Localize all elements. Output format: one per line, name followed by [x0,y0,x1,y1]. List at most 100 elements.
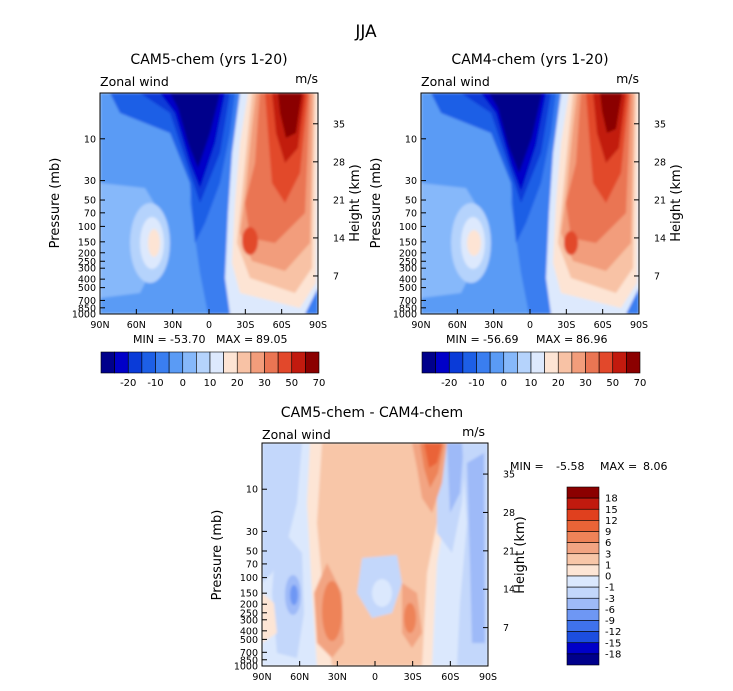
colorbar-label: -9 [605,616,615,627]
x-axis: 90N 60N 30N 0 30S 60S 90S [411,309,648,331]
colorbar-swatch [141,351,156,374]
contour-field [421,93,639,314]
y-tick-label: 250 [399,257,417,268]
x-tick-label: 0 [527,320,533,331]
colorbar-label: 0 [501,378,507,389]
y-tick-label: 10 [405,134,417,145]
x-tick-label: 90S [309,320,327,331]
units-label: m/s [462,424,485,439]
y-tick-label: 10 [84,134,96,145]
y-tick-label: 1000 [72,310,96,321]
y-tick-label: 70 [246,559,258,570]
y-tick-label: 400 [78,275,96,286]
y-tick-label: 70 [84,208,96,219]
max-label: MAX = [216,333,253,346]
colorbar-swatch [598,351,614,374]
colorbar-label: 1 [605,560,611,571]
max-label: MAX = [600,460,637,473]
colorbar-swatch [114,351,129,374]
y-tick-label: 400 [399,275,417,286]
colorbar-swatch [566,609,600,621]
y-tick-label: 850 [78,303,96,314]
y-tick-label: 70 [405,208,417,219]
colorbar-label: 30 [258,378,271,389]
colorbar-swatch [421,351,436,374]
colorbar-swatch [566,531,600,543]
colorbar-swatch [264,351,279,374]
colorbar-swatch [566,575,600,588]
y-tick-label: 10 [246,485,258,496]
y-tick-label: 500 [399,283,417,294]
colorbar-swatch [566,597,600,610]
y-right-tick-label: 14 [333,233,345,244]
y-axis-label: Pressure (mb) [210,510,225,601]
min-value: -5.58 [556,460,584,473]
colorbar-label: 30 [579,378,592,389]
colorbar-label: 3 [605,549,611,560]
y-tick-label: 150 [78,237,96,248]
y-tick-label: 300 [399,264,417,275]
colorbar-swatch [544,351,559,374]
x-tick-label: 30S [557,320,575,331]
variable-label: Zonal wind [100,74,169,89]
y-tick-label: 150 [240,589,258,600]
min-label: MIN = [510,460,544,473]
y-tick-label: 30 [246,527,258,538]
colorbar-label: 0 [605,572,611,583]
y-right-tick-label: 28 [333,157,345,168]
y-tick-label: 200 [399,248,417,259]
y-tick-label: 1000 [234,662,258,673]
colorbar-swatch [236,351,252,374]
colorbar-label: -10 [468,378,484,389]
colorbar-swatch [305,351,320,374]
colorbar-label: -3 [605,594,615,605]
colorbar-label: -1 [605,583,615,594]
colorbar-swatch [503,351,518,374]
max-value: 89.05 [256,333,288,346]
colorbar-label: 12 [605,516,618,527]
x-tick-label: 90N [252,672,271,683]
y-tick-label: 100 [240,573,258,584]
colorbar-label: 18 [605,494,618,505]
colorbar-swatch [100,351,115,374]
units-label: m/s [616,71,639,86]
x-tick-label: 0 [206,320,212,331]
colorbar-swatch [566,486,600,499]
panel-title: CAM5-chem - CAM4-chem [281,405,463,421]
y-tick-label: 500 [78,283,96,294]
y-axis-label-right: Height (km) [669,164,684,241]
colorbar-label: 50 [285,378,298,389]
panel-title: CAM4-chem (yrs 1-20) [451,52,608,68]
colorbar-label: 15 [605,505,618,516]
y-right-tick-label: 14 [503,585,515,596]
colorbar-label: 20 [231,378,244,389]
y-right-tick-label: 35 [654,119,666,130]
x-tick-label: 90S [479,672,497,683]
y-tick-label: 1000 [393,310,417,321]
y-tick-label: 100 [78,222,96,233]
colorbar-label: -20 [441,378,457,389]
x-tick-label: 60S [441,672,459,683]
colorbar-label: -20 [120,378,136,389]
y-tick-label: 700 [78,296,96,307]
panel-difference: CAM5-chem - CAM4-chem Zonal wind m/s [210,405,668,683]
colorbar-swatch [250,351,265,374]
contour-field [100,93,318,314]
max-value: 86.96 [576,333,608,346]
y-tick-label: 850 [240,655,258,666]
contour-field [262,443,488,666]
colorbar-swatch [223,351,238,374]
y-tick-label: 150 [399,237,417,248]
y-right-tick-label: 7 [503,623,509,634]
colorbar-label: 10 [204,378,217,389]
max-label: MAX = [536,333,573,346]
x-tick-label: 30N [163,320,182,331]
x-tick-label: 60S [273,320,291,331]
y-right-tick-label: 28 [503,508,515,519]
colorbar-label: 50 [606,378,619,389]
y-tick-label: 100 [399,222,417,233]
colorbar-swatch [182,351,197,374]
